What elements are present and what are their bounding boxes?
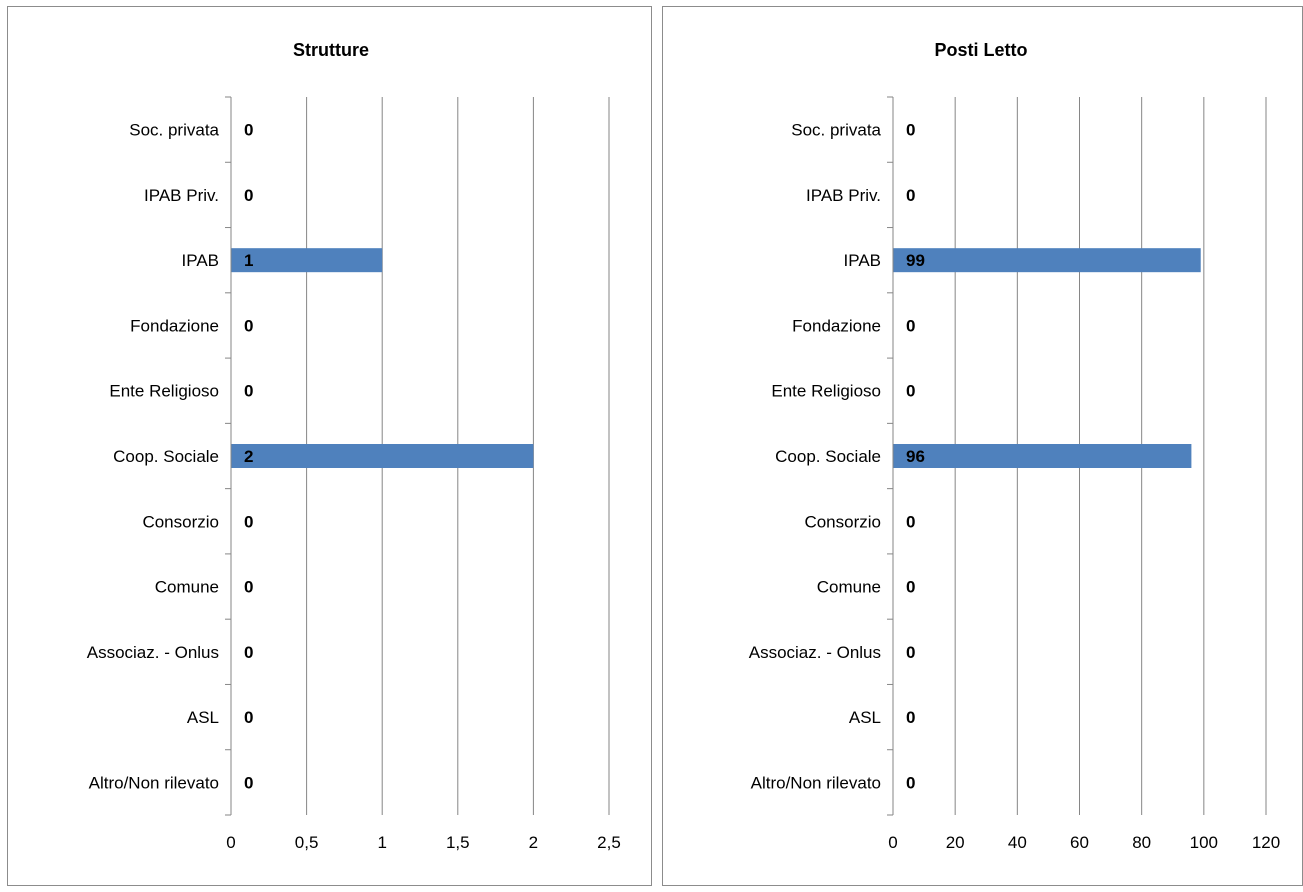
chart-strutture-panel: Strutture Soc. privata IPAB Priv. IPAB Fonda… — [7, 6, 652, 886]
category-label: IPAB Priv. — [806, 186, 881, 205]
data-label: 0 — [906, 186, 915, 205]
category-label: Associaz. - Onlus — [749, 643, 881, 662]
data-label: 0 — [244, 121, 253, 140]
data-label: 0 — [906, 121, 915, 140]
bar — [893, 444, 1192, 468]
category-label: IPAB — [182, 251, 219, 270]
bar — [231, 444, 534, 468]
x-tick-label: 40 — [1008, 833, 1027, 852]
category-label: Comune — [817, 578, 881, 597]
data-label: 0 — [906, 578, 915, 597]
category-label: Soc. privata — [129, 121, 219, 140]
data-label: 2 — [244, 447, 253, 466]
chart-title: Strutture — [293, 40, 369, 60]
x-tick-label: 0 — [888, 833, 897, 852]
data-label: 0 — [244, 578, 253, 597]
data-label: 99 — [906, 251, 925, 270]
chart-strutture: Strutture Soc. privata IPAB Priv. IPAB Fonda… — [87, 40, 621, 852]
data-label: 96 — [906, 447, 925, 466]
x-tick-label: 20 — [946, 833, 965, 852]
chart-posti-letto: Posti Letto Soc. privata IPAB Priv. IPAB Fon… — [749, 40, 1280, 852]
x-tick-label: 2 — [529, 833, 538, 852]
category-label: Altro/Non rilevato — [89, 773, 219, 792]
category-label: Altro/Non rilevato — [751, 773, 881, 792]
data-label: 0 — [244, 643, 253, 662]
category-label: Comune — [155, 578, 219, 597]
category-label: Ente Religioso — [771, 382, 881, 401]
data-label: 1 — [244, 251, 253, 270]
x-tick-label: 100 — [1190, 833, 1218, 852]
data-label: 0 — [906, 512, 915, 531]
x-tick-label: 120 — [1252, 833, 1280, 852]
category-label: Associaz. - Onlus — [87, 643, 219, 662]
chart-posti-letto-panel: Posti Letto Soc. privata IPAB Priv. IPAB Fon… — [662, 6, 1303, 886]
category-label: Fondazione — [130, 316, 219, 335]
x-tick-label: 0 — [226, 833, 235, 852]
x-tick-label: 80 — [1132, 833, 1151, 852]
data-label: 0 — [906, 316, 915, 335]
x-tick-label: 1,5 — [446, 833, 470, 852]
x-tick-label: 0,5 — [295, 833, 319, 852]
data-label: 0 — [244, 512, 253, 531]
data-label: 0 — [906, 708, 915, 727]
category-label: ASL — [187, 708, 219, 727]
bar — [231, 248, 383, 273]
bar — [893, 248, 1201, 273]
category-label: Coop. Sociale — [113, 447, 219, 466]
category-label: Ente Religioso — [109, 382, 219, 401]
data-label: 0 — [906, 773, 915, 792]
data-label: 0 — [244, 382, 253, 401]
chart-title: Posti Letto — [935, 40, 1028, 60]
x-tick-label: 60 — [1070, 833, 1089, 852]
data-label: 0 — [906, 643, 915, 662]
category-label: Consorzio — [142, 512, 219, 531]
data-label: 0 — [244, 186, 253, 205]
category-label: Soc. privata — [791, 121, 881, 140]
category-label: Consorzio — [804, 512, 881, 531]
category-label: ASL — [849, 708, 881, 727]
category-label: IPAB — [844, 251, 881, 270]
category-label: Fondazione — [792, 316, 881, 335]
category-label: Coop. Sociale — [775, 447, 881, 466]
category-label: IPAB Priv. — [144, 186, 219, 205]
data-label: 0 — [244, 773, 253, 792]
data-label: 0 — [906, 382, 915, 401]
data-label: 0 — [244, 708, 253, 727]
x-tick-label: 2,5 — [597, 833, 621, 852]
data-label: 0 — [244, 316, 253, 335]
x-tick-label: 1 — [377, 833, 386, 852]
